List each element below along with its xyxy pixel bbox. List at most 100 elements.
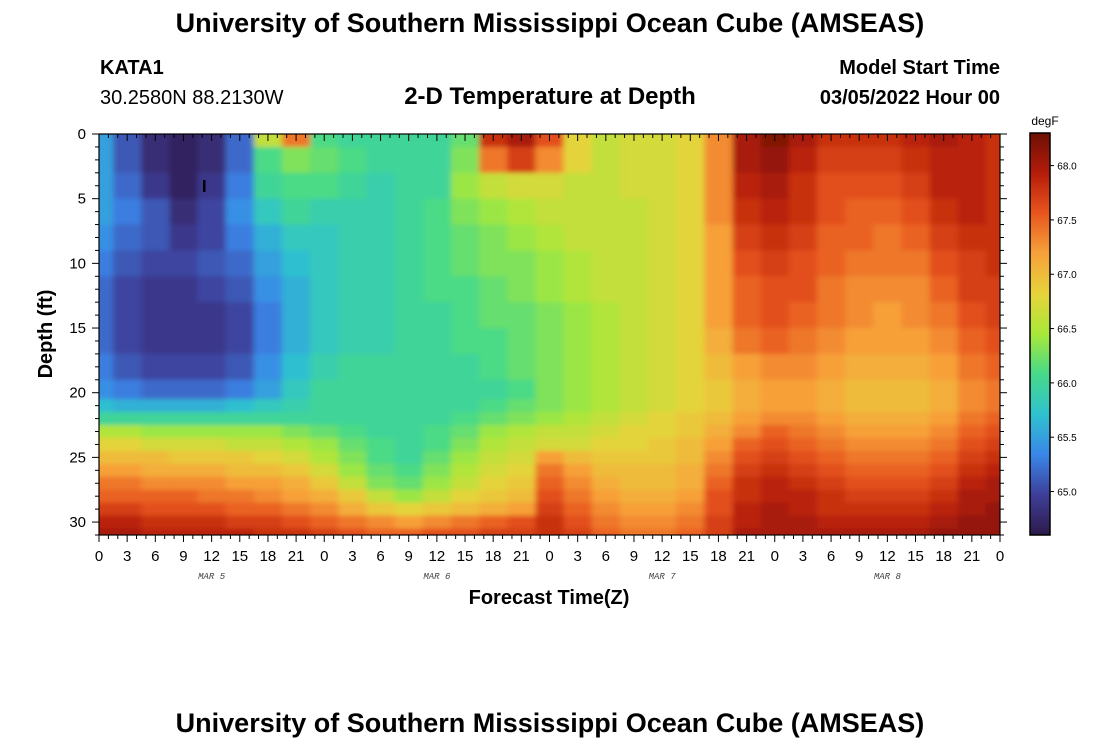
heatmap-cell bbox=[957, 528, 987, 535]
heatmap-cell bbox=[732, 250, 762, 277]
heatmap-cell bbox=[141, 224, 170, 252]
heatmap-cell bbox=[704, 399, 734, 413]
heatmap-cell bbox=[479, 379, 508, 400]
heatmap-cell bbox=[648, 437, 677, 452]
heatmap-cell bbox=[760, 276, 790, 303]
heatmap-cell bbox=[901, 353, 931, 381]
heatmap-cell bbox=[169, 489, 199, 504]
date-label: MAR 5 bbox=[198, 572, 226, 582]
heatmap-cell bbox=[957, 353, 987, 381]
heatmap-cell bbox=[704, 276, 734, 303]
heatmap-cell bbox=[197, 250, 227, 277]
heatmap-cell bbox=[225, 172, 255, 200]
heatmap-cell bbox=[366, 463, 396, 478]
heatmap-cell bbox=[197, 412, 227, 426]
heatmap-cell bbox=[760, 502, 790, 517]
heatmap-cell bbox=[169, 463, 199, 478]
heatmap-cell bbox=[450, 476, 480, 491]
heatmap-cell bbox=[957, 302, 987, 329]
heatmap-cell bbox=[113, 276, 142, 303]
heatmap-cell bbox=[450, 353, 480, 381]
heatmap-cell bbox=[535, 476, 565, 491]
heatmap-cell bbox=[648, 425, 677, 439]
heatmap-cell bbox=[648, 502, 677, 517]
heatmap-cell bbox=[591, 198, 621, 226]
heatmap-cell bbox=[113, 224, 142, 252]
heatmap-cell bbox=[282, 463, 311, 478]
heatmap-cell bbox=[113, 302, 142, 329]
heatmap-cell bbox=[113, 489, 142, 504]
x-tick-label: 18 bbox=[260, 548, 277, 565]
heatmap-cell bbox=[563, 379, 593, 400]
heatmap-cell bbox=[648, 476, 677, 491]
heatmap-cell bbox=[253, 302, 283, 329]
heatmap-cell bbox=[141, 250, 170, 277]
heatmap-cell bbox=[873, 250, 903, 277]
heatmap-cell bbox=[507, 328, 537, 355]
heatmap-cell bbox=[422, 437, 452, 452]
heatmap-cell bbox=[450, 463, 480, 478]
heatmap-cell bbox=[282, 412, 311, 426]
heatmap-cell bbox=[225, 463, 255, 478]
heatmap-cell bbox=[394, 412, 424, 426]
heatmap-cell bbox=[338, 302, 368, 329]
heatmap-cell bbox=[845, 463, 874, 478]
heatmap-cell bbox=[845, 172, 874, 200]
heatmap-cell bbox=[197, 489, 227, 504]
heatmap-cell bbox=[957, 328, 987, 355]
heatmap-cell bbox=[760, 515, 790, 530]
heatmap-cell bbox=[479, 353, 508, 381]
heatmap-cell bbox=[676, 412, 705, 426]
heatmap-cell bbox=[704, 502, 734, 517]
heatmap-cell bbox=[366, 276, 396, 303]
heatmap-cell bbox=[197, 302, 227, 329]
heatmap-cell bbox=[648, 463, 677, 478]
heatmap-cell bbox=[929, 198, 959, 226]
heatmap-cell bbox=[422, 353, 452, 381]
heatmap-cell bbox=[422, 276, 452, 303]
heatmap-cell bbox=[648, 399, 677, 413]
heatmap-cell bbox=[422, 146, 452, 174]
heatmap-cell bbox=[450, 198, 480, 226]
heatmap-cell bbox=[197, 198, 227, 226]
heatmap-cell bbox=[845, 198, 874, 226]
y-tick-label: 25 bbox=[69, 449, 86, 466]
heatmap-cell bbox=[141, 353, 170, 381]
heatmap-cell bbox=[619, 276, 649, 303]
x-tick-label: 15 bbox=[907, 548, 924, 565]
heatmap-cell bbox=[507, 224, 537, 252]
heatmap-cell bbox=[366, 412, 396, 426]
temperature-depth-chart: 0 3 6 9 12 15 18 21 0 3 6 9 12 15 18 21 0 3 6 9 12 15 18 21 0 3 6 9… bbox=[35, 114, 1077, 609]
heatmap-cell bbox=[845, 224, 874, 252]
heatmap-cell bbox=[676, 172, 705, 200]
heatmap-cell bbox=[845, 528, 874, 535]
heatmap-cell bbox=[99, 134, 114, 148]
heatmap-cell bbox=[901, 302, 931, 329]
heatmap-cell bbox=[479, 528, 508, 535]
heatmap-cell bbox=[619, 224, 649, 252]
heatmap-cell bbox=[225, 399, 255, 413]
heatmap-cell bbox=[985, 463, 1000, 478]
heatmap-cell bbox=[282, 476, 311, 491]
heatmap-cell bbox=[169, 425, 199, 439]
heatmap-cell bbox=[225, 379, 255, 400]
heatmap-cell bbox=[704, 172, 734, 200]
x-tick-label: 9 bbox=[855, 548, 863, 565]
heatmap-cell bbox=[591, 302, 621, 329]
heatmap-cell bbox=[732, 476, 762, 491]
heatmap-cell bbox=[507, 379, 537, 400]
heatmap-cell bbox=[901, 463, 931, 478]
heatmap-cell bbox=[619, 399, 649, 413]
heatmap-cell bbox=[197, 425, 227, 439]
heatmap-cell bbox=[929, 250, 959, 277]
heatmap-cell bbox=[788, 502, 818, 517]
heatmap-cell bbox=[816, 172, 846, 200]
heatmap-cell bbox=[535, 198, 565, 226]
heatmap-cell bbox=[873, 302, 903, 329]
heatmap-cell bbox=[450, 146, 480, 174]
heatmap-cell bbox=[704, 412, 734, 426]
heatmap-cell bbox=[648, 379, 677, 400]
heatmap-cell bbox=[901, 515, 931, 530]
heatmap-cell bbox=[225, 476, 255, 491]
heatmap-cell bbox=[563, 276, 593, 303]
